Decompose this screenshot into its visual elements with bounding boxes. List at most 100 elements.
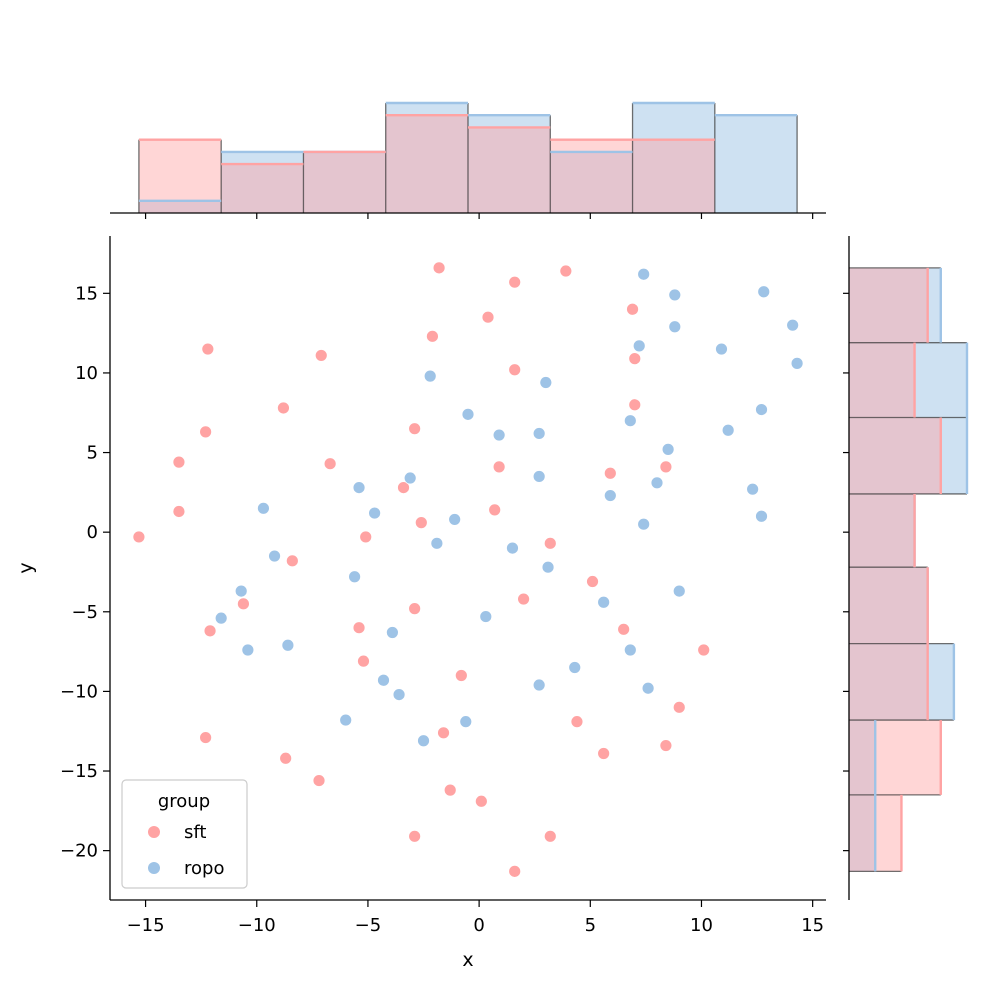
point-sft <box>626 302 639 316</box>
y-tick-label: 15 <box>75 283 98 304</box>
y-axis-label: y <box>15 562 37 573</box>
point-ropo <box>459 715 473 729</box>
point-sft <box>359 530 373 544</box>
point-ropo <box>790 356 804 370</box>
point-sft <box>508 275 522 289</box>
point-ropo <box>348 570 361 584</box>
point-sft <box>357 654 370 668</box>
point-ropo <box>532 678 546 692</box>
point-sft <box>279 751 293 765</box>
point-ropo <box>417 734 430 748</box>
point-sft <box>586 575 599 588</box>
legend-title: group <box>158 791 210 812</box>
x-axis-label: x <box>462 949 473 971</box>
point-sft <box>199 731 213 744</box>
point-ropo <box>377 673 390 687</box>
point-ropo <box>368 506 382 520</box>
point-sft <box>628 352 642 366</box>
point-sft <box>559 264 573 278</box>
x-tick-label: −5 <box>355 915 382 936</box>
point-sft <box>414 516 428 530</box>
point-sft <box>203 624 217 638</box>
marginal-y-histogram <box>843 236 969 900</box>
point-ropo <box>339 713 353 727</box>
point-sft <box>408 602 422 616</box>
point-sft <box>172 455 186 469</box>
point-ropo <box>597 595 611 609</box>
x-tick-label: 15 <box>801 915 824 936</box>
point-sft <box>697 643 711 657</box>
point-ropo <box>637 267 651 281</box>
point-ropo <box>430 536 444 550</box>
point-sft <box>237 597 250 611</box>
point-ropo <box>755 509 768 523</box>
point-ropo <box>623 643 637 657</box>
point-ropo <box>757 285 771 299</box>
point-sft <box>432 261 446 275</box>
x-tick-label: 5 <box>585 915 596 936</box>
x-tick-label: 0 <box>473 915 484 936</box>
point-sft <box>408 422 422 436</box>
point-ropo <box>532 470 546 483</box>
point-sft <box>517 592 530 606</box>
point-ropo <box>241 643 255 657</box>
point-sft <box>597 747 611 760</box>
point-sft <box>628 398 642 412</box>
point-sft <box>454 669 468 682</box>
point-ropo <box>668 288 682 302</box>
hist-y-ropo-fill <box>849 267 967 872</box>
point-ropo <box>448 513 462 526</box>
point-ropo <box>385 626 399 639</box>
y-tick-label: 0 <box>87 522 98 543</box>
point-ropo <box>568 661 582 674</box>
point-ropo <box>257 501 270 515</box>
y-tick-label: 10 <box>75 363 98 384</box>
point-ropo <box>623 414 637 428</box>
point-sft <box>285 554 299 568</box>
point-sft <box>201 342 215 356</box>
point-sft <box>408 829 422 843</box>
point-sft <box>570 715 584 729</box>
point-sft <box>352 621 366 635</box>
point-ropo <box>214 611 228 625</box>
point-sft <box>508 864 522 878</box>
point-ropo <box>539 376 553 389</box>
hist-y-sft-outline <box>900 267 942 872</box>
point-sft <box>659 739 673 752</box>
point-sft <box>314 349 328 362</box>
x-tick-label: 10 <box>690 915 713 936</box>
point-sft <box>481 310 495 324</box>
y-tick-label: −5 <box>71 602 98 623</box>
legend-label-sft: sft <box>184 822 206 843</box>
point-ropo <box>541 560 555 574</box>
point-ropo <box>746 482 760 496</box>
hist-x-sft-outline <box>138 114 715 166</box>
point-sft <box>543 829 557 843</box>
point-ropo <box>268 549 281 563</box>
point-ropo <box>650 476 664 490</box>
point-ropo <box>423 369 437 383</box>
point-sft <box>492 460 506 474</box>
legend-marker-ropo <box>148 862 160 874</box>
point-ropo <box>661 442 675 456</box>
point-sft <box>543 536 557 550</box>
point-sft <box>659 460 673 474</box>
point-sft <box>323 457 337 471</box>
point-ropo <box>461 407 475 421</box>
y-tick-label: −15 <box>60 761 98 782</box>
point-sft <box>474 794 488 808</box>
point-sft <box>199 425 213 439</box>
point-sft <box>508 363 522 377</box>
marginal-x-histogram <box>110 101 826 219</box>
y-tick-label: −20 <box>60 841 98 862</box>
point-ropo <box>672 584 686 598</box>
scatter-points <box>132 261 804 878</box>
point-sft <box>132 530 146 544</box>
y-tick-label: −10 <box>60 681 98 702</box>
legend-label-ropo: ropo <box>184 858 224 879</box>
point-sft <box>426 329 439 343</box>
point-ropo <box>632 339 646 353</box>
legend: group sft ropo <box>121 779 248 889</box>
point-sft <box>443 783 457 797</box>
point-ropo <box>637 517 651 531</box>
